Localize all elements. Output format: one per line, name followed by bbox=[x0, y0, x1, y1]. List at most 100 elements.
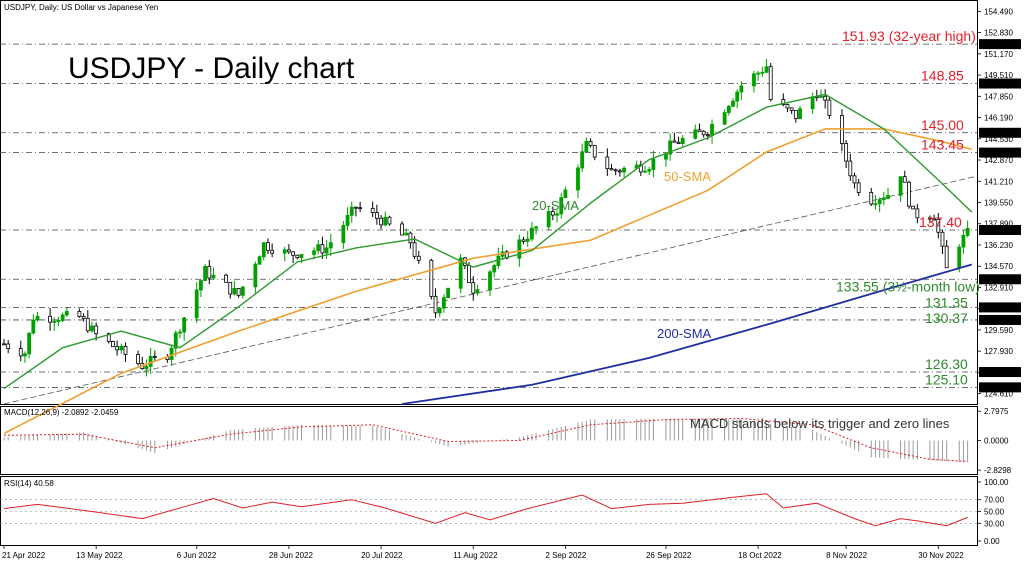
candle-body bbox=[722, 112, 727, 125]
candle-body bbox=[286, 249, 291, 253]
candle-body bbox=[408, 232, 413, 244]
candle-body bbox=[819, 95, 823, 98]
level-tag bbox=[979, 225, 1021, 236]
date-tick-label: 30 Nov 2022 bbox=[918, 551, 964, 560]
candle-body bbox=[944, 245, 949, 269]
level-tag bbox=[979, 78, 1021, 89]
macd-annotation: MACD stands below its trigger and zero l… bbox=[690, 416, 950, 431]
candle-body bbox=[475, 289, 480, 294]
candle-body bbox=[228, 281, 233, 295]
candle-body bbox=[236, 288, 241, 296]
level-tag bbox=[979, 302, 1021, 313]
candle-body bbox=[295, 254, 300, 259]
level-label: 131.35 bbox=[925, 294, 968, 310]
rsi-tick-label: 100.00 bbox=[984, 478, 1009, 487]
level-tag bbox=[979, 314, 1021, 325]
level-tag bbox=[979, 127, 1021, 138]
candle-body bbox=[752, 73, 756, 87]
candle-body bbox=[701, 130, 706, 136]
level-tag bbox=[979, 382, 1021, 393]
candle-body bbox=[726, 105, 731, 113]
candle-body bbox=[354, 206, 358, 209]
date-tick-label: 28 Jun 2022 bbox=[269, 551, 314, 560]
price-tick-label: 154.490 bbox=[984, 7, 1013, 16]
candle-body bbox=[898, 176, 903, 196]
candle-body bbox=[27, 332, 32, 355]
candle-body bbox=[312, 250, 316, 255]
candle-body bbox=[559, 197, 564, 215]
candle-body bbox=[291, 251, 295, 256]
candle-body bbox=[492, 265, 497, 273]
candle-body bbox=[266, 242, 270, 251]
candle-body bbox=[710, 123, 714, 136]
rsi-header: RSI(14) 40.58 bbox=[4, 479, 54, 488]
candle-body bbox=[6, 343, 11, 350]
candle-body bbox=[705, 134, 710, 137]
candle-body bbox=[907, 181, 911, 207]
candle-body bbox=[207, 265, 212, 279]
candle-body bbox=[446, 287, 451, 299]
candle-body bbox=[756, 72, 761, 75]
level-label: 126.30 bbox=[925, 356, 968, 372]
candle-body bbox=[23, 353, 27, 357]
date-tick-label: 6 Jun 2022 bbox=[177, 551, 217, 560]
candle-body bbox=[961, 234, 966, 248]
candle-body bbox=[848, 160, 853, 177]
candle-body bbox=[85, 317, 90, 332]
candle-body bbox=[106, 333, 111, 342]
candle-body bbox=[412, 242, 417, 257]
candle-body bbox=[697, 129, 702, 132]
candle-body bbox=[199, 280, 203, 291]
candle-body bbox=[789, 107, 794, 111]
date-tick-label: 26 Sep 2022 bbox=[646, 551, 692, 560]
price-tick-label: 147.850 bbox=[984, 92, 1013, 101]
candle-body bbox=[400, 223, 404, 236]
candle-body bbox=[442, 297, 446, 309]
level-label: 143.45 bbox=[921, 137, 964, 153]
candle-body bbox=[203, 265, 208, 281]
candle-body bbox=[471, 282, 476, 294]
level-tag-text: 143.450 bbox=[982, 149, 1011, 158]
sma20-label: 20-SMA bbox=[532, 198, 579, 213]
candle-body bbox=[844, 143, 849, 162]
rsi-pane-frame bbox=[0, 476, 978, 546]
level-label: 125.10 bbox=[925, 371, 968, 387]
candle-body bbox=[940, 231, 945, 247]
level-label: 148.85 bbox=[921, 68, 964, 84]
rsi-line bbox=[3, 493, 968, 527]
candle-body bbox=[555, 213, 559, 216]
candle-body bbox=[60, 314, 65, 321]
candle-body bbox=[178, 331, 182, 334]
candle-body bbox=[324, 247, 329, 254]
candle-body bbox=[232, 288, 237, 295]
candle-body bbox=[764, 66, 769, 73]
candle-body bbox=[56, 320, 61, 322]
level-tag bbox=[979, 147, 1021, 158]
level-tag bbox=[979, 39, 1021, 50]
level-tag-text: 151.930 bbox=[982, 40, 1011, 49]
candle-body bbox=[647, 169, 652, 172]
candle-body bbox=[328, 242, 333, 249]
level-label: 137.40 bbox=[919, 214, 962, 230]
candle-body bbox=[253, 263, 258, 288]
candle-body bbox=[2, 343, 6, 346]
date-tick-label: 13 May 2022 bbox=[76, 551, 123, 560]
candle-body bbox=[785, 104, 790, 109]
candle-body bbox=[341, 225, 346, 243]
candle-body bbox=[374, 212, 379, 219]
macd-tick-label: 0.0000 bbox=[984, 437, 1009, 446]
candle-body bbox=[584, 140, 589, 153]
date-tick-label: 2 Sep 2022 bbox=[545, 551, 586, 560]
candle-body bbox=[877, 199, 882, 205]
candle-body bbox=[668, 140, 673, 155]
candle-body bbox=[881, 198, 886, 201]
candle-body bbox=[383, 216, 388, 226]
price-tick-label: 151.170 bbox=[984, 50, 1013, 59]
candle-body bbox=[316, 244, 321, 252]
level-label: 130.37 bbox=[925, 310, 968, 326]
rsi-tick-label: 50.00 bbox=[984, 508, 1005, 517]
level-tag-text: 145.000 bbox=[982, 129, 1011, 138]
candle-body bbox=[261, 242, 266, 258]
candle-body bbox=[810, 96, 815, 110]
